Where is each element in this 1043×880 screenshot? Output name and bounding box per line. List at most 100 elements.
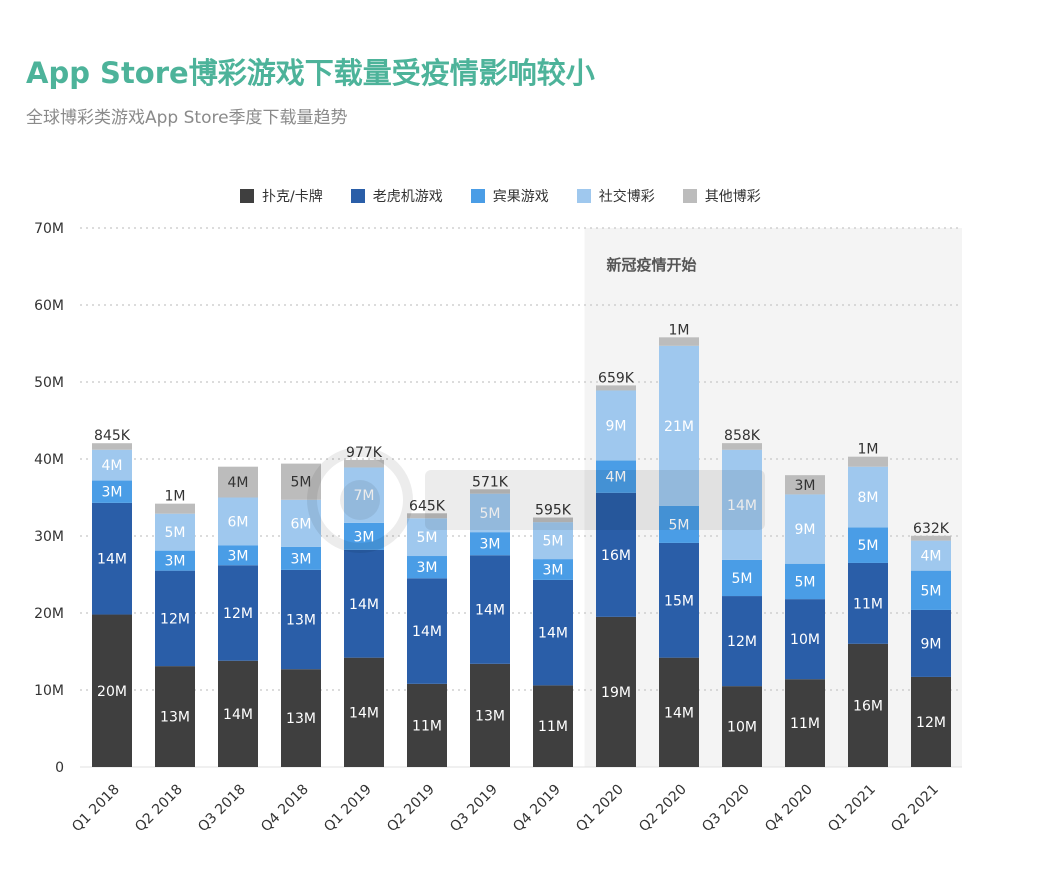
- x-tick-label: Q3 2018: [195, 782, 249, 836]
- bar-segment: [155, 550, 195, 571]
- legend-item-slots[interactable]: 老虎机游戏: [350, 186, 443, 206]
- bar-segment: [407, 518, 447, 557]
- y-tick-label: 70M: [34, 221, 64, 237]
- data-label: 14M: [475, 603, 505, 619]
- y-tick-label: 40M: [34, 452, 64, 468]
- data-label: 9M: [606, 419, 627, 435]
- data-label: 4M: [228, 475, 249, 491]
- data-label: 5M: [858, 538, 879, 554]
- data-label: 3M: [480, 537, 501, 553]
- bar-segment: [344, 459, 384, 468]
- legend-label-other: 其他博彩: [704, 189, 761, 205]
- legend-item-bingo[interactable]: 宾果游戏: [470, 186, 549, 206]
- data-label: 5M: [921, 583, 942, 599]
- data-label: 1M: [858, 442, 879, 458]
- y-tick-label: 60M: [34, 298, 64, 314]
- bar-segment: [911, 535, 951, 541]
- data-label: 8M: [858, 490, 879, 506]
- bar-segment: [407, 556, 447, 579]
- bar-segment: [722, 559, 762, 597]
- bar-segment: [92, 502, 132, 615]
- legend-label-slots: 老虎机游戏: [372, 189, 443, 205]
- data-label: 11M: [790, 716, 820, 732]
- data-label: 14M: [538, 626, 568, 642]
- data-label: 10M: [727, 720, 757, 736]
- bar-segment: [92, 443, 132, 450]
- data-label: 13M: [286, 613, 316, 629]
- x-tick-label: Q1 2018: [69, 782, 123, 836]
- bar-segment: [911, 570, 951, 610]
- data-label: 14M: [727, 498, 757, 514]
- data-label: 12M: [727, 634, 757, 650]
- legend-swatch-slots: [350, 189, 365, 203]
- bar-segment: [92, 614, 132, 767]
- data-label: 5M: [291, 475, 312, 491]
- chart-subtitle: 全球博彩类游戏App Store季度下载量趋势: [26, 108, 348, 128]
- data-label: 1M: [669, 322, 690, 338]
- bar-segment: [848, 527, 888, 563]
- data-label: 632K: [913, 521, 950, 537]
- chart-title: App Store博彩游戏下载量受疫情影响较小: [26, 56, 595, 90]
- x-tick-label: Q3 2020: [699, 782, 753, 836]
- x-tick-label: Q1 2021: [825, 782, 879, 836]
- data-label: 977K: [346, 445, 383, 461]
- data-label: 14M: [412, 624, 442, 640]
- data-label: 13M: [286, 711, 316, 727]
- bar-segment: [533, 559, 573, 580]
- x-tick-label: Q1 2020: [573, 782, 627, 836]
- data-label: 3M: [417, 560, 438, 576]
- bar-segment: [281, 499, 321, 547]
- legend-item-social[interactable]: 社交博彩: [576, 186, 655, 206]
- bar-segment: [722, 449, 762, 560]
- covid-period-shade: [584, 228, 962, 767]
- bar-segment: [470, 555, 510, 664]
- data-label: 5M: [795, 574, 816, 590]
- data-label: 3M: [228, 548, 249, 564]
- data-label: 12M: [160, 611, 190, 627]
- bar-segment: [470, 493, 510, 533]
- data-label: 5M: [669, 517, 690, 533]
- bar-segment: [596, 460, 636, 493]
- data-label: 10M: [790, 632, 820, 648]
- bar-segment: [596, 385, 636, 391]
- bar-segment: [344, 467, 384, 523]
- bar-segment: [848, 466, 888, 528]
- bar-segment: [722, 686, 762, 767]
- bar-segment: [407, 513, 447, 519]
- bar-segment: [533, 517, 573, 523]
- data-label: 5M: [480, 506, 501, 522]
- bar-segment: [92, 449, 132, 481]
- data-label: 16M: [853, 698, 883, 714]
- bar-segment: [218, 466, 258, 498]
- bar-segment: [659, 657, 699, 767]
- x-tick-label: Q4 2019: [510, 782, 564, 836]
- bar-segment: [407, 578, 447, 684]
- bar-segment: [470, 532, 510, 556]
- bar-segment: [596, 390, 636, 461]
- bar-segment: [281, 546, 321, 570]
- covid-period-label: 新冠疫情开始: [607, 256, 697, 274]
- bar-segment: [281, 463, 321, 500]
- data-label: 3M: [543, 562, 564, 578]
- bar-segment: [218, 545, 258, 566]
- bar-segment: [218, 660, 258, 767]
- data-label: 14M: [664, 705, 694, 721]
- legend-item-other[interactable]: 其他博彩: [682, 186, 761, 206]
- bar-segment: [155, 570, 195, 667]
- data-label: 20M: [97, 684, 127, 700]
- data-label: 659K: [598, 370, 635, 386]
- y-tick-label: 30M: [34, 529, 64, 545]
- data-label: 19M: [601, 685, 631, 701]
- data-label: 5M: [732, 571, 753, 587]
- data-label: 3M: [795, 478, 816, 494]
- data-label: 9M: [921, 636, 942, 652]
- bar-segment: [470, 489, 510, 494]
- data-label: 16M: [601, 548, 631, 564]
- bar-segment: [596, 492, 636, 617]
- data-label: 14M: [349, 705, 379, 721]
- bar-segment: [533, 685, 573, 767]
- x-tick-label: Q2 2021: [888, 782, 942, 836]
- data-label: 571K: [472, 474, 509, 490]
- bar-segment: [659, 337, 699, 346]
- legend-item-poker[interactable]: 扑克/卡牌: [240, 186, 323, 206]
